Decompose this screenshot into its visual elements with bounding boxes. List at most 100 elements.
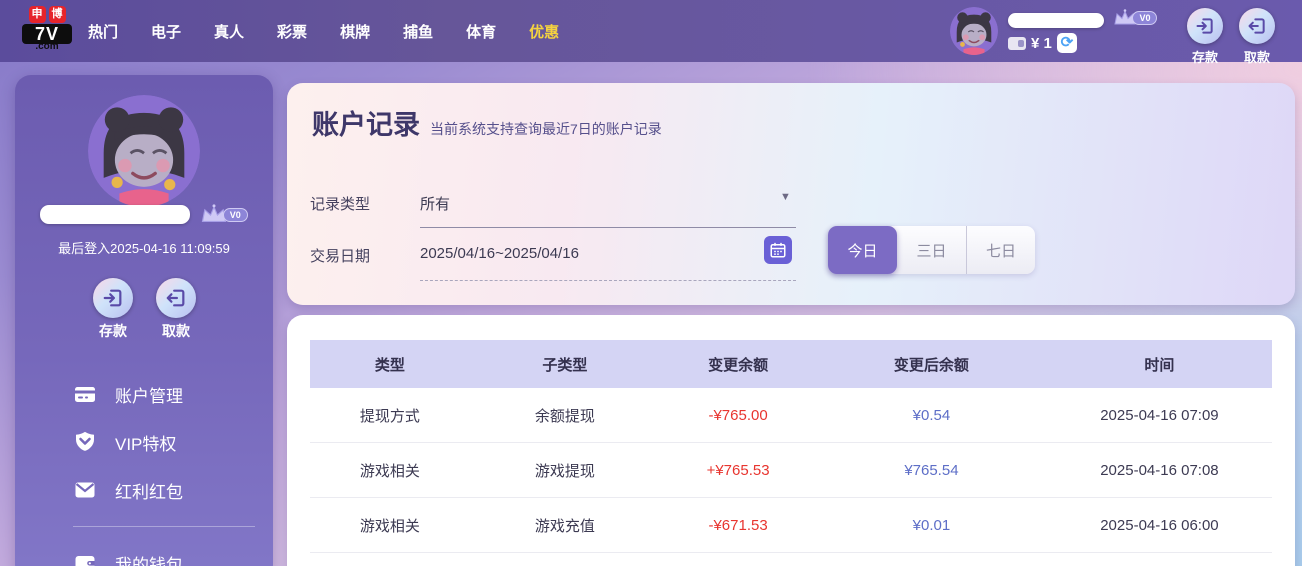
wallet-icon [75, 556, 95, 566]
vip-gem-icon [76, 431, 94, 451]
column-header-change: 变更余额 [708, 356, 769, 374]
range-tab-7days[interactable]: 七日 [966, 226, 1035, 274]
vip-level: V0 [199, 203, 248, 226]
withdraw-icon [166, 289, 185, 307]
sidebar: V0 最后登入2025-04-16 11:09:59 存款 取款 [15, 75, 273, 566]
nav-item-lottery[interactable]: 彩票 [277, 23, 308, 41]
sidebar-menu: 账户管理 VIP特权 红利红包 我的钱包 [73, 370, 273, 566]
date-range-input[interactable]: 2025/04/16~2025/04/16 [420, 245, 579, 262]
logo-text: 7V [22, 24, 72, 44]
withdraw-label: 取款 [1243, 50, 1270, 65]
logo-suffix: .com [35, 41, 59, 52]
withdraw-button[interactable]: 取款 [1237, 8, 1277, 66]
date-range-tabs: 今日 三日 七日 [828, 226, 1035, 274]
cell-time: 2025-04-16 06:00 [1100, 516, 1219, 534]
cell-after: ¥0.01 [912, 516, 951, 534]
column-header-subtype: 子类型 [542, 356, 588, 374]
nav-item-promos[interactable]: 优惠 [529, 23, 560, 41]
sidebar-item-bonus-redpacket[interactable]: 红利红包 [73, 466, 273, 514]
deposit-label: 存款 [99, 323, 127, 339]
sidebar-item-label: 红利红包 [115, 482, 183, 502]
range-tab-today[interactable]: 今日 [828, 226, 897, 274]
cell-after: ¥0.54 [912, 406, 951, 424]
balance-amount: ¥ 1 [1031, 34, 1052, 52]
column-header-balance: 变更后余额 [893, 356, 969, 374]
table-row: 游戏相关 游戏充值 -¥671.53 ¥0.01 2025-04-16 06:0… [310, 498, 1272, 553]
sidebar-item-label: 我的钱包 [115, 555, 183, 566]
cell-type: 提现方式 [359, 407, 420, 425]
table-row: 提现方式 余额提现 -¥765.00 ¥0.54 2025-04-16 07:0… [310, 388, 1272, 443]
deposit-button[interactable]: 存款 [1185, 8, 1225, 66]
vip-level: V0 [1112, 8, 1158, 28]
sidebar-user-row: V0 [15, 203, 273, 226]
nav-item-live[interactable]: 真人 [214, 23, 245, 41]
table-header-row: 类型 子类型 变更余额 变更后余额 时间 [310, 340, 1272, 388]
sidebar-item-label: VIP特权 [115, 434, 177, 454]
refresh-balance-icon[interactable]: ⟳ [1056, 33, 1077, 53]
cell-type: 游戏相关 [359, 462, 420, 480]
username-redacted [40, 205, 191, 224]
cell-subtype: 游戏提现 [534, 462, 595, 480]
username-redacted [1008, 13, 1104, 28]
sidebar-item-label: 账户管理 [115, 386, 183, 406]
avatar-image [88, 95, 200, 207]
last-login-text: 最后登入2025-04-16 11:09:59 [58, 241, 230, 256]
date-underline [420, 280, 796, 281]
calendar-icon [770, 242, 786, 258]
panel-header: 账户记录 当前系统支持查询最近7日的账户记录 [312, 103, 662, 142]
bank-card-icon [75, 387, 95, 402]
avatar-image [950, 7, 998, 55]
record-type-select[interactable]: 所有 [420, 196, 451, 213]
date-range-label: 交易日期 [310, 248, 371, 265]
deposit-icon [103, 289, 122, 307]
deposit-label: 存款 [1191, 50, 1218, 65]
page-title: 账户记录 [312, 110, 420, 140]
main-nav: 热门 电子 真人 彩票 棋牌 捕鱼 体育 优惠 [88, 0, 559, 62]
deposit-button[interactable]: 存款 [83, 278, 143, 341]
wallet-icon [1008, 36, 1026, 50]
menu-divider [73, 526, 255, 527]
nav-item-hot[interactable]: 热门 [88, 23, 119, 41]
cell-time: 2025-04-16 07:09 [1100, 406, 1219, 424]
account-records-panel: 账户记录 当前系统支持查询最近7日的账户记录 记录类型 所有 ▼ 交易日期 20… [287, 83, 1295, 305]
sidebar-item-account-management[interactable]: 账户管理 [73, 370, 273, 418]
cell-change: -¥765.00 [708, 406, 768, 424]
record-type-label: 记录类型 [310, 196, 371, 213]
calendar-picker-button[interactable] [764, 236, 792, 264]
page-subtitle: 当前系统支持查询最近7日的账户记录 [430, 121, 662, 137]
column-header-time: 时间 [1144, 356, 1175, 374]
cell-time: 2025-04-16 07:08 [1100, 461, 1219, 479]
range-tab-3days[interactable]: 三日 [916, 242, 947, 260]
logo-badge-bo: 博 [48, 6, 66, 23]
sidebar-item-vip-privileges[interactable]: VIP特权 [73, 418, 273, 466]
nav-item-fishing[interactable]: 捕鱼 [403, 23, 434, 41]
chevron-down-icon[interactable]: ▼ [780, 191, 791, 203]
site-logo[interactable]: 申 博 7V .com [22, 6, 72, 52]
select-underline [420, 227, 796, 228]
cell-change: -¥671.53 [708, 516, 768, 534]
deposit-icon [1196, 18, 1213, 34]
logo-badge-shen: 申 [28, 6, 46, 23]
nav-item-cards[interactable]: 棋牌 [340, 23, 371, 41]
table-row: 游戏相关 游戏提现 +¥765.53 ¥765.54 2025-04-16 07… [310, 443, 1272, 498]
records-table-card: 类型 子类型 变更余额 变更后余额 时间 提现方式 余额提现 -¥765.00 … [287, 315, 1295, 566]
vip-badge: V0 [222, 207, 248, 222]
cell-after: ¥765.54 [904, 461, 959, 479]
nav-item-sports[interactable]: 体育 [466, 23, 497, 41]
navbar-user-area: V0 ¥ 1 ⟳ [950, 7, 1158, 55]
avatar[interactable] [950, 7, 998, 55]
records-table: 类型 子类型 变更余额 变更后余额 时间 提现方式 余额提现 -¥765.00 … [310, 340, 1272, 553]
sidebar-item-my-wallet[interactable]: 我的钱包 [73, 539, 273, 566]
nav-item-slots[interactable]: 电子 [151, 23, 182, 41]
avatar[interactable] [88, 95, 200, 207]
envelope-icon [75, 482, 95, 498]
cell-subtype: 余额提现 [534, 407, 595, 425]
vip-badge: V0 [1132, 10, 1158, 25]
withdraw-icon [1248, 18, 1265, 34]
cell-subtype: 游戏充值 [534, 517, 595, 535]
column-header-type: 类型 [374, 356, 405, 374]
top-navbar: 申 博 7V .com 热门 电子 真人 彩票 棋牌 捕鱼 体育 优惠 [0, 0, 1302, 65]
cell-type: 游戏相关 [359, 517, 420, 535]
cell-change: +¥765.53 [706, 461, 770, 479]
withdraw-button[interactable]: 取款 [146, 278, 206, 341]
